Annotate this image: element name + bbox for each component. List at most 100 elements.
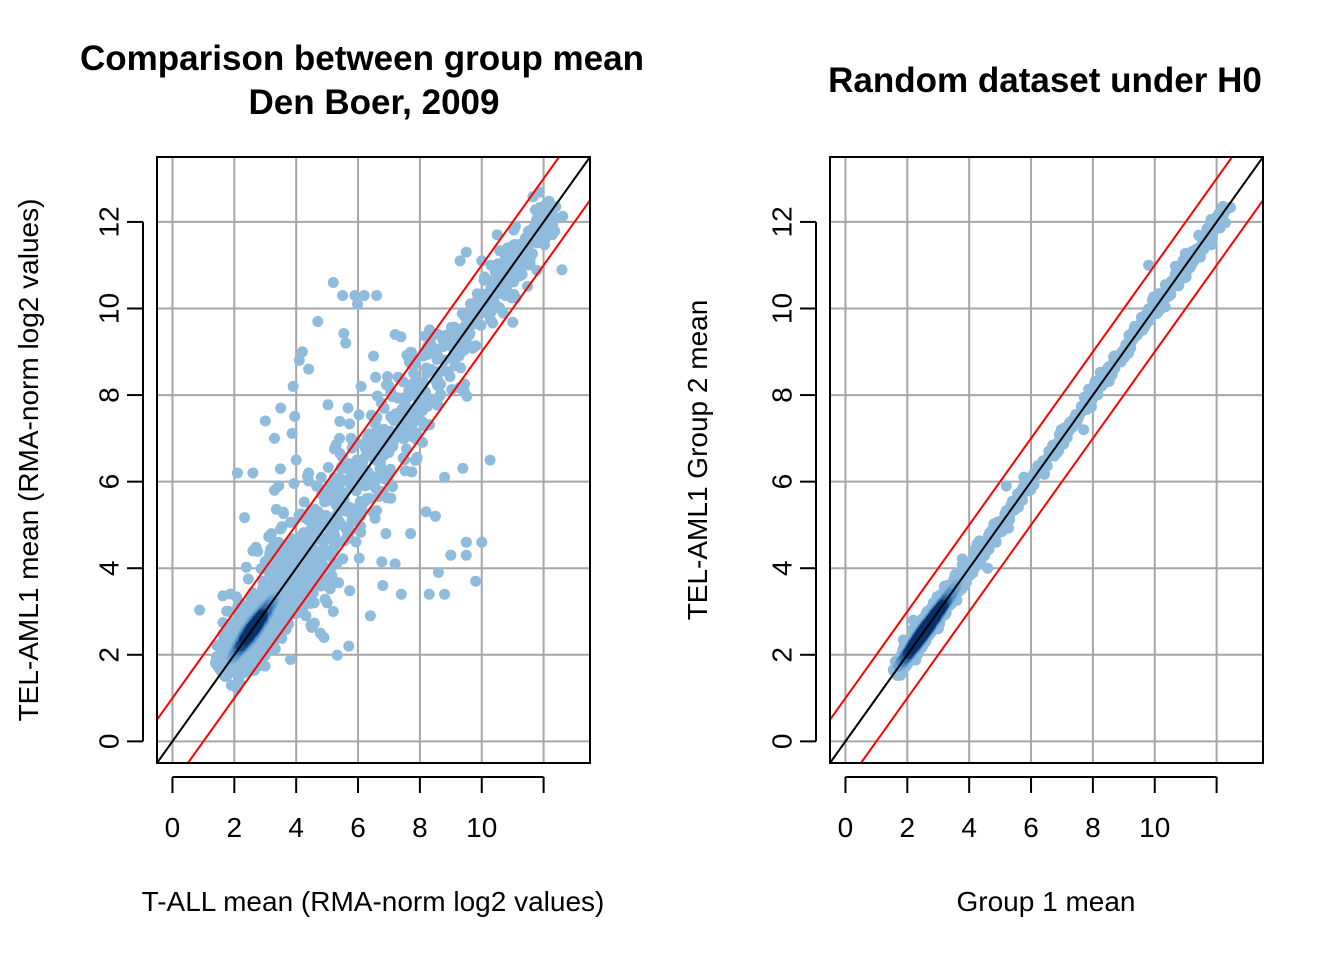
x-tick-label: 4 (288, 812, 304, 843)
y-tick-label: 4 (767, 560, 798, 576)
data-point (269, 432, 280, 444)
data-point (344, 418, 356, 430)
data-point (446, 384, 458, 396)
data-point (293, 354, 305, 366)
data-point (423, 588, 435, 600)
data-point (327, 606, 339, 617)
x-axis-label: T-ALL mean (RMA-norm log2 values) (142, 886, 605, 917)
data-point (327, 277, 339, 288)
data-point (395, 331, 407, 343)
data-point (349, 290, 361, 301)
identity-line (157, 157, 590, 763)
data-point (376, 556, 388, 568)
data-point (380, 528, 392, 540)
panel-title-line-2: Den Boer, 2009 (249, 83, 500, 122)
x-tick-label: 6 (1023, 812, 1039, 843)
data-point (340, 337, 352, 349)
panel-title-line-1: Random dataset under H0 (828, 61, 1262, 100)
data-point (1078, 424, 1090, 436)
data-point (439, 471, 451, 483)
data-point (354, 496, 366, 508)
data-point (419, 330, 431, 342)
data-point (418, 350, 429, 362)
y-tick-label: 12 (94, 206, 125, 237)
data-point (247, 467, 259, 479)
data-point (315, 471, 327, 483)
data-point (476, 536, 488, 548)
x-tick-label: 10 (1139, 812, 1170, 843)
data-point (239, 512, 251, 524)
data-point (303, 363, 315, 375)
data-point (429, 510, 441, 522)
data-point (288, 478, 300, 489)
data-point (353, 409, 365, 421)
data-point (242, 573, 254, 585)
data-point (1000, 480, 1012, 492)
data-point (240, 561, 252, 573)
x-tick-label: 0 (165, 812, 181, 843)
data-point (355, 380, 367, 392)
data-point (370, 371, 382, 383)
data-point (346, 516, 358, 527)
data-point (336, 451, 348, 463)
data-point (314, 627, 326, 639)
data-point (337, 290, 349, 301)
data-point (489, 266, 501, 278)
data-point (385, 463, 396, 475)
plot-frame (156, 156, 591, 764)
data-point (353, 552, 365, 564)
data-point (556, 264, 568, 276)
data-point (399, 465, 411, 477)
data-point (397, 452, 409, 464)
data-point (286, 427, 298, 439)
data-point (312, 316, 324, 327)
data-point (364, 610, 376, 622)
data-point (285, 654, 296, 665)
data-point (322, 399, 334, 411)
x-axis-label: Group 1 mean (957, 886, 1136, 917)
data-point (368, 350, 379, 362)
data-point (431, 379, 443, 391)
fold-line (859, 199, 1263, 763)
data-point (274, 463, 286, 475)
data-point (508, 224, 520, 236)
data-point (982, 562, 994, 574)
y-tick-label: 10 (767, 293, 798, 324)
data-point (225, 679, 237, 691)
fold-line (186, 199, 590, 763)
data-point (476, 255, 488, 267)
data-point (395, 588, 407, 600)
data-point (454, 255, 466, 267)
data-point (484, 454, 496, 466)
data-point (420, 506, 432, 518)
data-point (557, 210, 569, 222)
y-tick-label: 0 (94, 734, 125, 750)
data-point (431, 353, 443, 365)
data-point (259, 415, 271, 427)
data-point (217, 617, 229, 628)
x-tick-label: 2 (227, 812, 243, 843)
data-point (289, 410, 301, 422)
data-point (388, 415, 400, 426)
data-point (278, 508, 289, 520)
identity-line (830, 157, 1263, 763)
data-point (377, 580, 389, 591)
data-point (287, 380, 299, 392)
data-point (344, 585, 356, 597)
data-point (338, 328, 350, 339)
x-tick-label: 8 (1085, 812, 1101, 843)
data-point (231, 467, 243, 479)
y-tick-label: 8 (767, 387, 798, 403)
data-point (478, 274, 490, 286)
data-point (531, 264, 543, 276)
data-point (457, 462, 469, 474)
data-point (296, 346, 308, 358)
data-point (285, 516, 296, 528)
data-point (273, 480, 285, 492)
data-point (252, 546, 264, 557)
data-point (305, 619, 317, 631)
data-point (527, 191, 539, 203)
panel-random: Random dataset under H0 Group 1 mean TEL… (682, 61, 1264, 917)
data-point (367, 506, 379, 518)
